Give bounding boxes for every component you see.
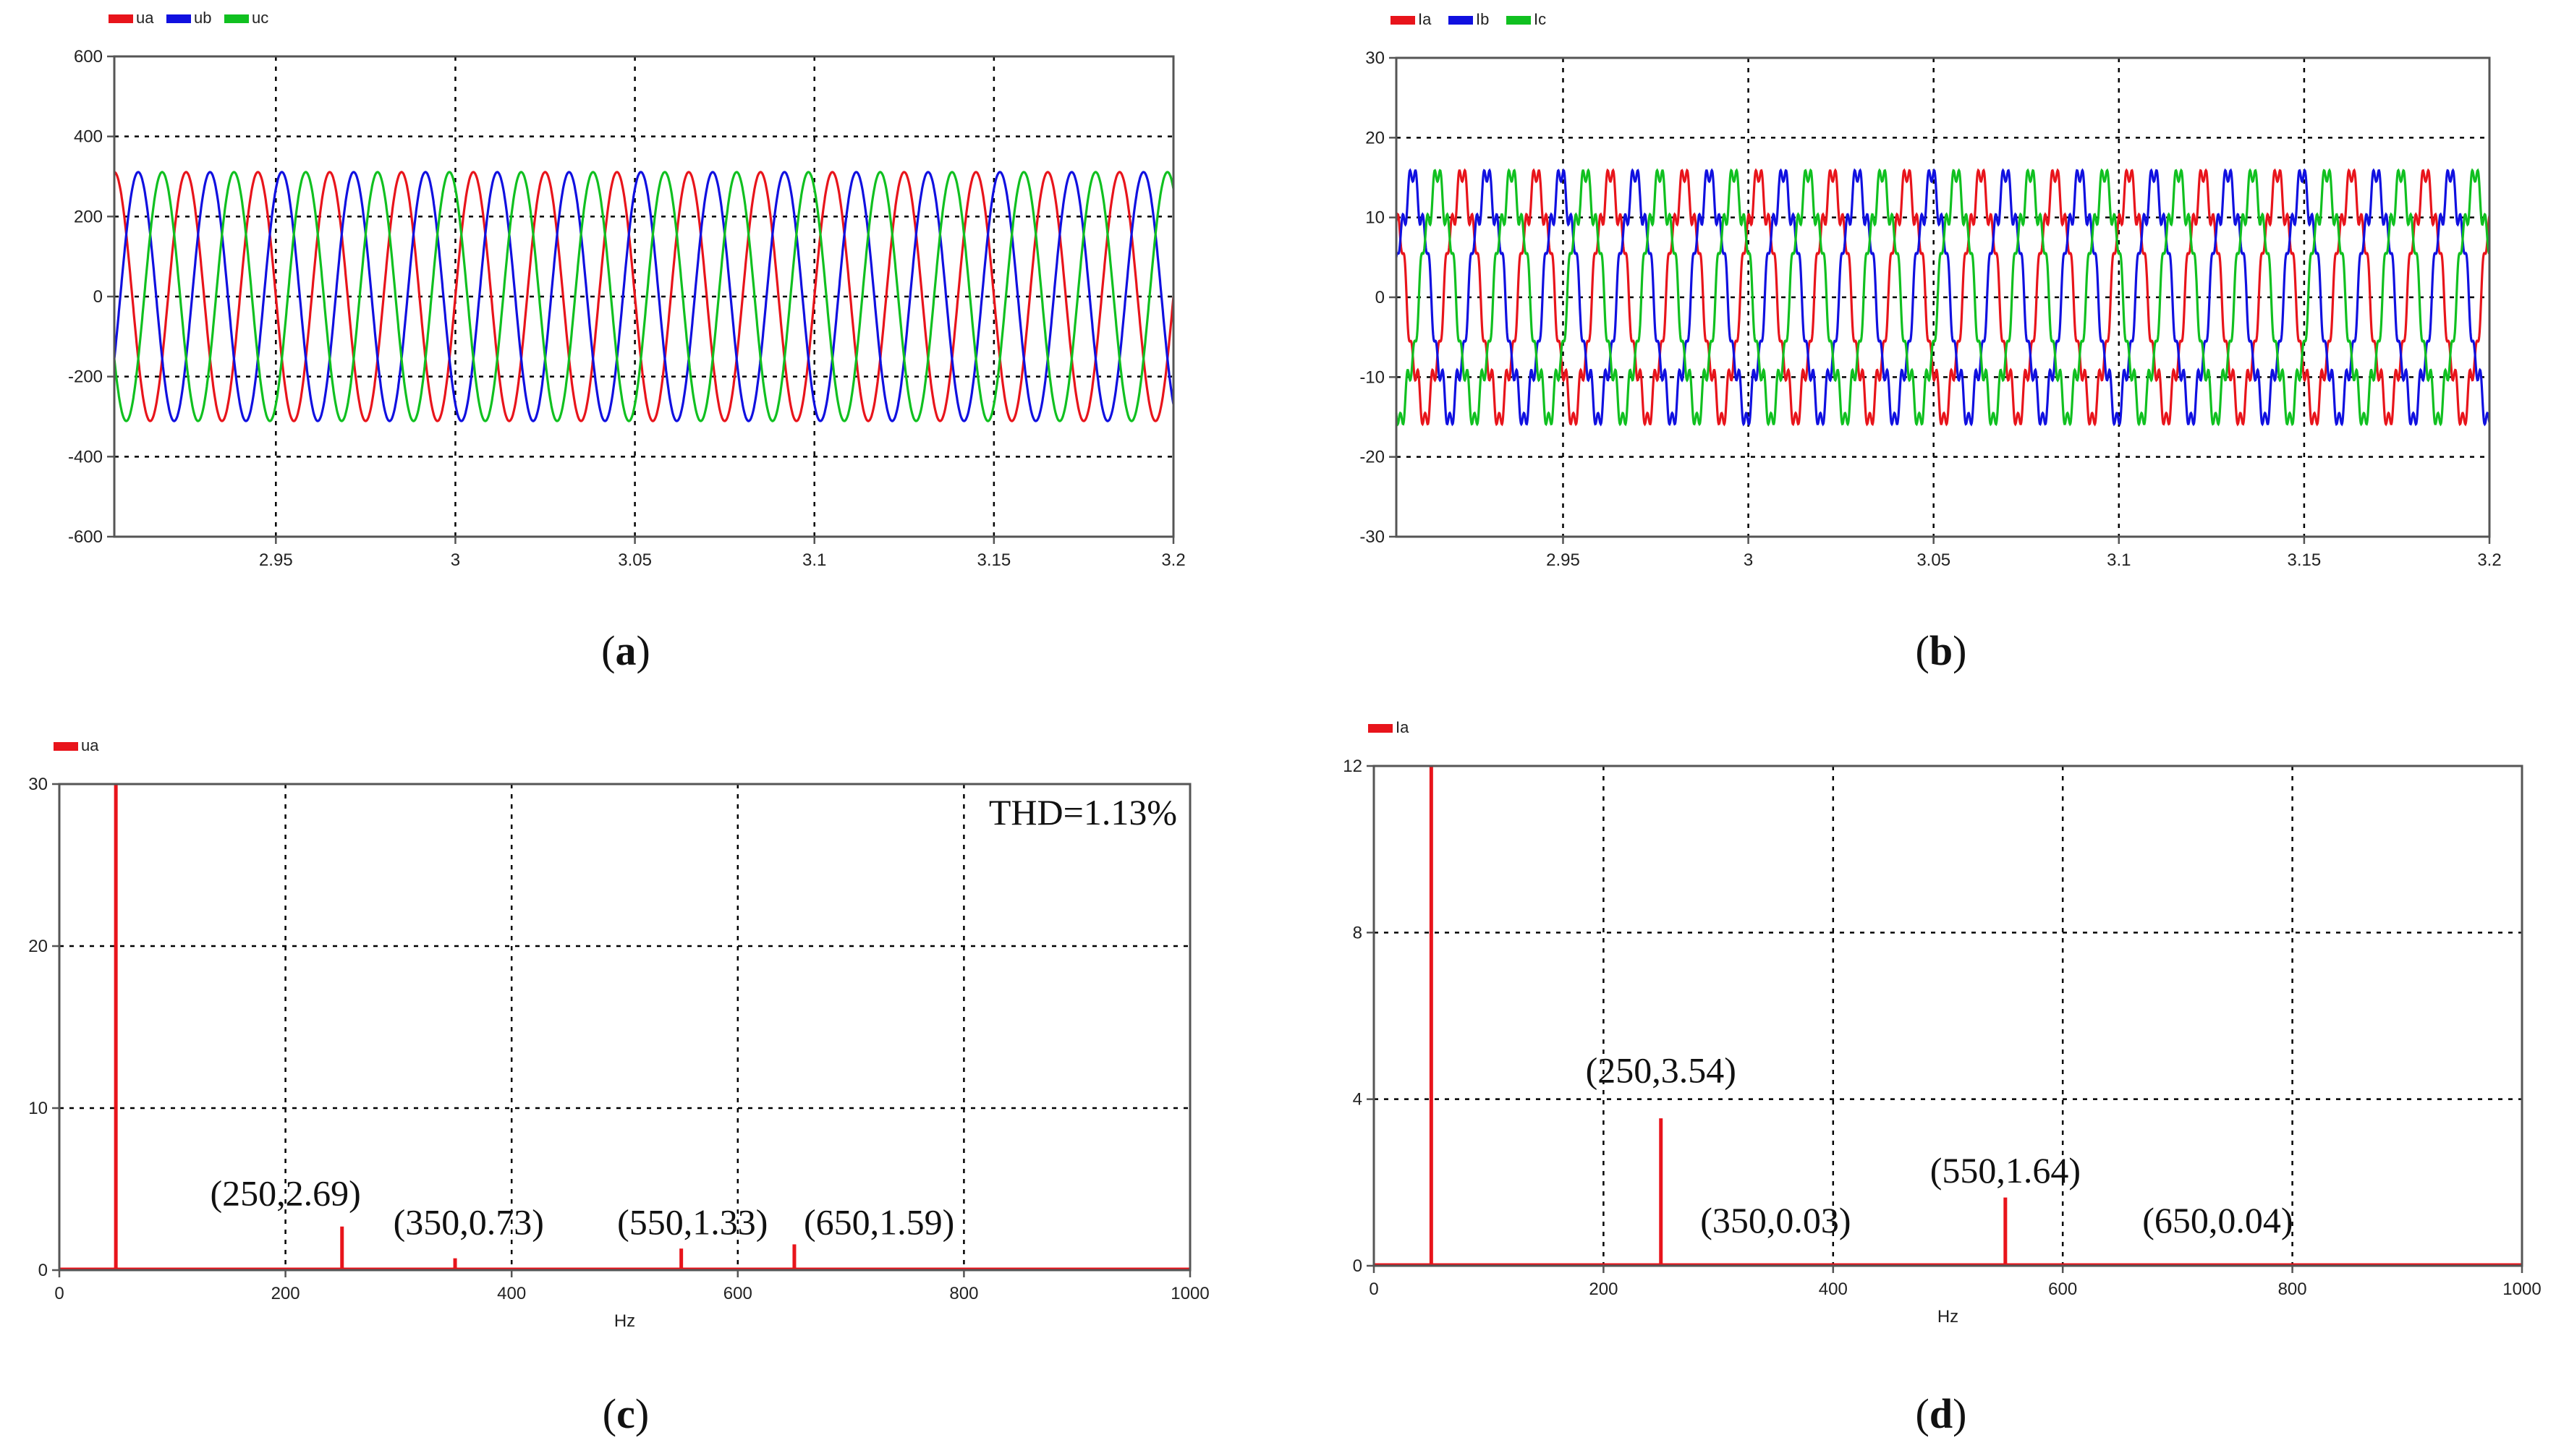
x-tick-label: 800 — [949, 1284, 978, 1303]
legend-swatch-ia — [1390, 16, 1415, 25]
y-tick-label: 4 — [1353, 1090, 1362, 1110]
y-tick-label: 20 — [1365, 128, 1385, 148]
series-line-ia — [1395, 168, 2491, 427]
y-tick-label: 30 — [28, 775, 48, 794]
y-tick-label: 0 — [93, 287, 103, 307]
plot-border — [58, 783, 1192, 1272]
legend-label-ub: ub — [194, 9, 211, 27]
caption-a: (a) — [601, 627, 650, 674]
x-axis-title: Hz — [614, 1311, 635, 1331]
legend-label-ia: Ia — [1396, 718, 1409, 736]
annotation-label: (350,0.73) — [394, 1202, 544, 1243]
y-tick-label: 12 — [1343, 757, 1362, 776]
chart-b: 2.95 3 3.05 3.1 3.15 3.2 30 20 10 0 -10 -20 -30 Ia Ib I… — [1359, 10, 2501, 570]
x-tick-label: 200 — [271, 1284, 300, 1303]
y-tick-label: 10 — [1365, 208, 1385, 228]
y-tick-label: 0 — [1353, 1256, 1362, 1276]
y-tick-label: -30 — [1359, 527, 1385, 547]
chart-d: 0 200 400 600 800 1000 12 8 4 0 Hz Ia (250,3.54) (350… — [1343, 718, 2541, 1327]
annotation-label: THD=1.13% — [989, 792, 1177, 833]
x-tick-label: 0 — [1369, 1280, 1378, 1299]
x-tick-label: 600 — [723, 1284, 752, 1303]
x-tick-label: 200 — [1589, 1280, 1618, 1299]
plot-area — [58, 783, 1192, 1272]
series-line-ib — [1395, 168, 2491, 427]
caption-c: (c) — [602, 1390, 650, 1437]
chart-a: 2.95 3 3.05 3.1 3.15 3.2 600 400 200 0 -200 -400 -60… — [68, 9, 1186, 570]
legend-label-ua: ua — [81, 736, 99, 754]
legend-label-uc: uc — [252, 9, 268, 27]
legend-swatch-ub — [166, 14, 191, 23]
panel-a: 2.95 3 3.05 3.1 3.15 3.2 600 400 200 0 -200 -400 -60… — [0, 0, 1278, 728]
chart-c: 0 200 400 600 800 1000 30 20 10 0 Hz ua THD=1.13% (25… — [28, 736, 1209, 1331]
x-tick-label: 3.1 — [802, 550, 826, 570]
x-tick-label: 3.1 — [2107, 550, 2131, 570]
y-tick-label: -200 — [68, 367, 103, 387]
caption-b: (b) — [1915, 627, 1967, 674]
x-tick-label: 0 — [54, 1284, 64, 1303]
y-tick-label: -20 — [1359, 448, 1385, 467]
legend-label-ib: Ib — [1476, 10, 1489, 28]
x-tick-label: 1000 — [2502, 1280, 2541, 1299]
y-tick-label: -600 — [68, 527, 103, 547]
x-tick-label: 800 — [2278, 1280, 2307, 1299]
legend-label-ua: ua — [136, 9, 154, 27]
legend-label-ia: Ia — [1418, 10, 1432, 28]
y-tick-label: -10 — [1359, 367, 1385, 387]
legend-swatch-uc — [224, 14, 249, 23]
y-tick-label: 10 — [28, 1099, 48, 1118]
legend-swatch-ua — [54, 742, 78, 751]
x-tick-label: 3 — [1744, 550, 1753, 570]
x-axis-title: Hz — [1937, 1307, 1958, 1327]
y-tick-label: 0 — [38, 1261, 48, 1280]
annotation-label: (350,0.03) — [1700, 1200, 1851, 1240]
legend-swatch-ia — [1368, 724, 1393, 733]
panel-d: 0 200 400 600 800 1000 12 8 4 0 Hz Ia (250,3.54) (350… — [1278, 718, 2556, 1456]
x-tick-label: 3.05 — [1916, 550, 1950, 570]
y-tick-label: 400 — [74, 127, 103, 147]
y-tick-label: 0 — [1375, 288, 1385, 307]
panel-b: 2.95 3 3.05 3.1 3.15 3.2 30 20 10 0 -10 -20 -30 Ia Ib I… — [1278, 0, 2556, 728]
legend-swatch-ua — [109, 14, 133, 23]
x-tick-label: 2.95 — [259, 550, 293, 570]
annotation-label: (550,1.33) — [617, 1202, 768, 1243]
y-tick-label: 200 — [74, 207, 103, 226]
y-tick-label: 20 — [28, 937, 48, 956]
x-tick-label: 400 — [1819, 1280, 1848, 1299]
plot-border — [1372, 765, 2523, 1267]
annotation-label: (650,0.04) — [2142, 1200, 2293, 1240]
x-tick-label: 1000 — [1171, 1284, 1209, 1303]
y-tick-label: 30 — [1365, 48, 1385, 68]
panel-c: 0 200 400 600 800 1000 30 20 10 0 Hz ua THD=1.13% (25… — [0, 728, 1278, 1456]
annotation-label: (650,1.59) — [804, 1202, 954, 1243]
series-line-ub — [113, 171, 1175, 422]
annotation-label: (550,1.64) — [1930, 1150, 2081, 1191]
series-line-ic — [1395, 168, 2491, 427]
x-tick-label: 600 — [2048, 1280, 2077, 1299]
y-tick-label: -400 — [68, 447, 103, 467]
series-line-uc — [113, 171, 1175, 422]
y-tick-label: 8 — [1353, 923, 1362, 942]
caption-d: (d) — [1915, 1390, 1967, 1437]
x-tick-label: 3.2 — [1161, 550, 1185, 570]
x-tick-label: 3.15 — [2288, 550, 2322, 570]
x-tick-label: 3.2 — [2477, 550, 2501, 570]
x-tick-label: 3.15 — [977, 550, 1011, 570]
x-tick-label: 3.05 — [618, 550, 652, 570]
annotation-label: (250,2.69) — [210, 1172, 360, 1213]
x-tick-label: 400 — [497, 1284, 526, 1303]
series-line-ua — [114, 171, 1175, 422]
y-tick-label: 600 — [74, 47, 103, 67]
legend-swatch-ic — [1506, 16, 1531, 25]
legend-swatch-ib — [1448, 16, 1473, 25]
legend-label-ic: Ic — [1534, 10, 1546, 28]
plot-area — [1372, 765, 2523, 1267]
x-tick-label: 2.95 — [1546, 550, 1580, 570]
x-tick-label: 3 — [451, 550, 460, 570]
annotation-label: (250,3.54) — [1586, 1050, 1736, 1091]
